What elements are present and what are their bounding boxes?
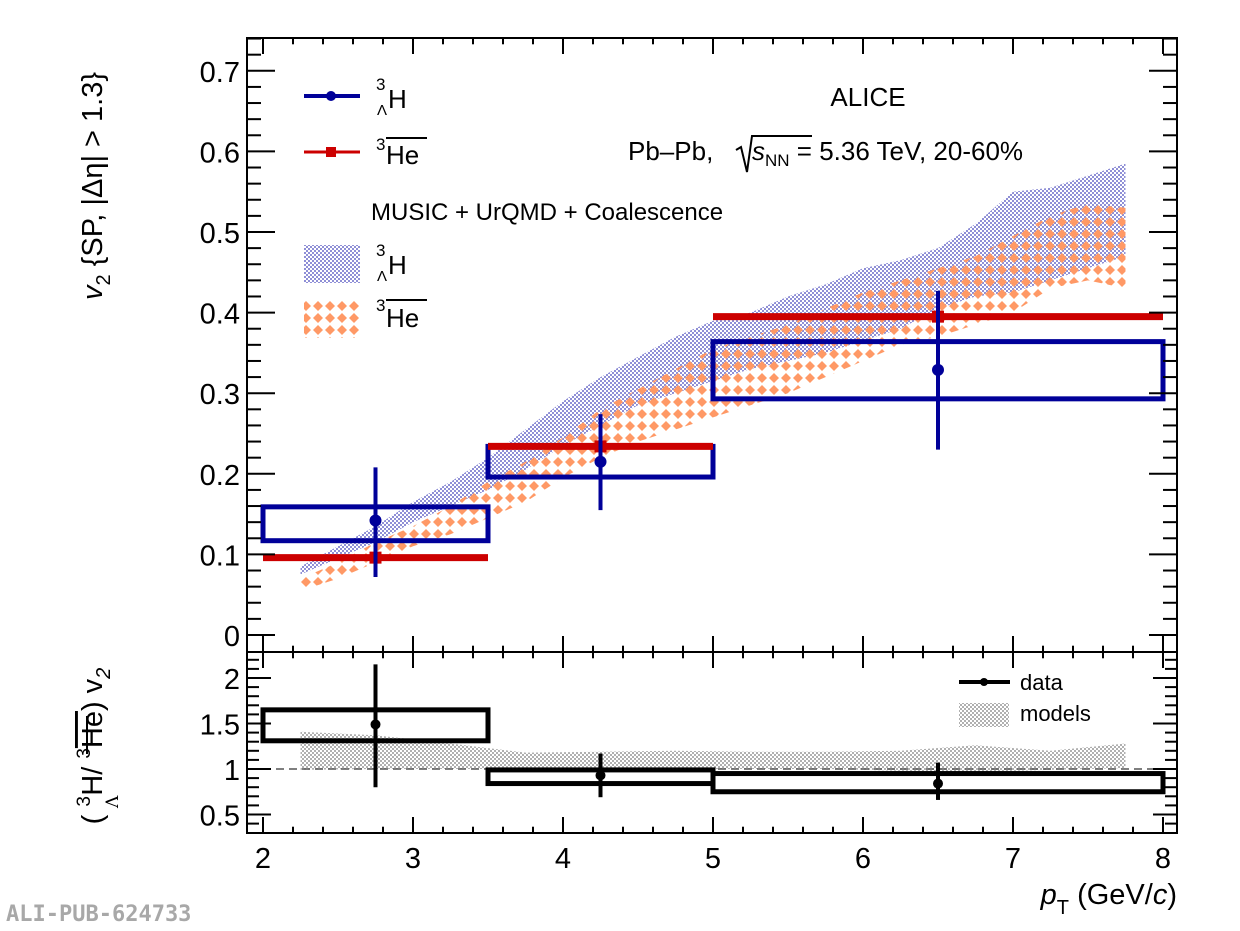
svg-text:3: 3 [376,241,385,260]
legend-entry-models: models [959,701,1091,727]
legend-entry-antihelium3-model: 3 He [304,296,427,338]
top-y-tick-label: 0.4 [200,299,240,331]
x-tick-label: 8 [1155,843,1171,875]
bottom-y-tick-label: 1 [224,755,240,787]
svg-text:sNN = 5.36 TeV, 20-60%: sNN = 5.36 TeV, 20-60% [752,136,1023,170]
x-tick-label: 6 [855,843,871,875]
legend-entry-data: data [959,670,1064,695]
hypertriton-marker [932,363,944,376]
bottom-model-band [263,731,1163,772]
top-y-tick-label: 0 [224,621,240,653]
ratio-model-band [300,731,1126,772]
bottom-legend: data models [959,670,1091,727]
legend-entry-hypertriton-model: 3 Λ H [304,241,407,285]
x-tick-label: 2 [255,843,271,875]
bottom-y-tick-label: 0.5 [200,801,240,833]
top-y-axis-label: v2 {SP, |Δη| > 1.3} [77,72,115,300]
model-title: MUSIC + UrQMD + Coalescence [371,199,723,226]
ratio-marker [370,719,381,730]
legend-entry-antihelium3: 3 He [304,135,427,170]
hypertriton-marker [369,514,382,527]
bottom-y-axis-label: ( 3 ΛH/ 3He) v2 [74,668,123,825]
x-axis-label: pT (GeV/c) [1040,879,1177,919]
sqrt-symbol [735,135,812,173]
top-y-tick-label: 0.5 [200,218,240,250]
experiment-label: ALICE [830,82,905,112]
bottom-y-tick-label: 2 [224,664,240,696]
svg-text:3: 3 [376,135,385,154]
ratio-marker [595,770,606,781]
top-data-series [260,290,1166,577]
axes: 0 0.1 0.2 0.3 0.4 0.5 0.6 0.7 0.5 1 1.5 2 2 3 4 5 6 7 8 [200,37,1178,875]
svg-text:3: 3 [376,296,385,315]
bottom-data-series [260,664,1166,800]
top-y-tick-label: 0.6 [200,137,240,169]
collision-system-label: Pb–Pb, sNN = 5.36 TeV, 20-60% [628,135,1023,173]
svg-text:H: H [388,250,407,280]
svg-text:Pb–Pb,: Pb–Pb, [628,136,713,166]
top-y-tick-label: 0.1 [200,540,240,572]
bottom-y-tick-label: 1.5 [200,710,240,742]
top-y-tick-label: 0.7 [200,57,240,89]
legend-entry-hypertriton: 3 Λ H [304,75,407,119]
watermark: ALI-PUB-624733 [6,902,192,927]
top-y-tick-label: 0.2 [200,460,240,492]
svg-text:3: 3 [376,75,385,94]
hypertriton-marker [594,455,607,468]
svg-text:H: H [388,84,407,114]
svg-text:Λ: Λ [377,268,387,285]
svg-text:models: models [1020,701,1091,726]
svg-text:Λ: Λ [377,102,387,119]
x-tick-label: 3 [405,843,421,875]
svg-text:He: He [386,303,419,333]
svg-text:He: He [386,140,419,170]
x-tick-label: 5 [705,843,721,875]
ratio-marker [933,778,943,789]
x-tick-label: 4 [555,843,571,875]
top-legend: 3 Λ H 3 He 3 Λ H 3 He [304,75,427,338]
svg-text:data: data [1020,670,1064,695]
x-tick-label: 7 [1005,843,1021,875]
top-y-tick-label: 0.3 [200,379,240,411]
